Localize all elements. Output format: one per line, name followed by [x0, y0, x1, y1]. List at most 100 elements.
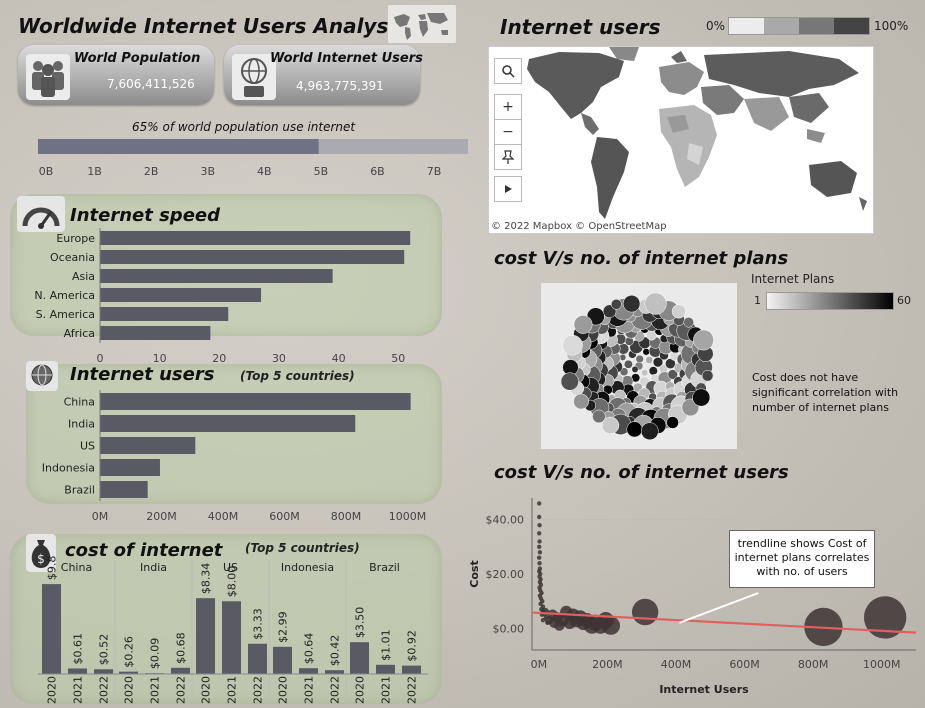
scatter-point [537, 560, 542, 566]
plans-legend-min: 1 [754, 294, 761, 307]
users-subtitle: (Top 5 countries) [240, 369, 355, 383]
map-legend-min: 0% [706, 19, 726, 33]
bar [100, 288, 262, 302]
bar [42, 584, 61, 674]
plan-bubble [671, 304, 686, 319]
plan-bubble [665, 358, 676, 369]
year-label: 2021 [72, 676, 85, 704]
x-tick: 600M [729, 658, 760, 671]
plan-bubble [573, 315, 593, 334]
internet-users-label: World Internet Users [270, 51, 423, 66]
data-label: $3.33 [252, 608, 265, 640]
category-label: India [68, 418, 95, 431]
bar [100, 481, 148, 498]
bar [94, 669, 113, 674]
year-label: 2021 [303, 676, 316, 704]
scatter-point [537, 550, 543, 555]
bar [350, 642, 369, 674]
x-tick: 600M [269, 510, 300, 523]
x-tick: 200M [146, 510, 177, 523]
users-scatter-chart: $0.00 $20.00 $40.00 0M 200M 400M 600M 800M 1000M… [468, 498, 917, 696]
plans-bubble-chart [541, 283, 737, 449]
x-tick: 40 [332, 352, 346, 365]
plan-bubble [642, 348, 650, 356]
cost-title: cost of internet [65, 540, 223, 561]
scatter-point [540, 617, 546, 623]
bar [68, 668, 87, 674]
bar [248, 643, 267, 674]
map-pin-button[interactable] [494, 144, 522, 170]
year-label: 2022 [406, 676, 419, 704]
year-label: 2021 [380, 676, 393, 704]
data-label: $0.52 [98, 634, 111, 666]
category-label: US [80, 440, 95, 453]
data-label: $1.01 [380, 629, 393, 661]
year-label: 2020 [277, 676, 290, 704]
x-tick: 800M [798, 658, 829, 671]
globe-icon [26, 361, 58, 391]
bar [325, 670, 344, 674]
internet-users-value: 4,963,775,391 [296, 79, 384, 93]
bar [196, 598, 215, 674]
data-label: $0.68 [175, 632, 188, 664]
users-panel [26, 364, 442, 504]
bar [100, 459, 160, 476]
world-map[interactable]: © 2022 Mapbox © OpenStreetMap [488, 46, 874, 234]
category-label: Africa [64, 327, 95, 340]
bar [376, 664, 395, 674]
users-chart: China India US Indonesia Brazil 0M 200M 400M 600… [42, 390, 426, 523]
speed-title: Internet speed [70, 205, 220, 226]
plan-bubble [635, 354, 644, 364]
trend-note: trendline shows Cost of internet plans c… [729, 530, 875, 588]
plans-legend-max: 60 [897, 294, 911, 307]
data-label: $0.64 [303, 633, 316, 665]
plan-bubble [701, 369, 714, 382]
plan-bubble [640, 422, 659, 441]
plan-bubble [562, 334, 583, 356]
category-label: N. America [34, 289, 95, 302]
map-zoom-in-button[interactable]: + [494, 94, 522, 119]
trendline [531, 611, 917, 634]
plan-bubble [645, 356, 654, 364]
bar [100, 437, 196, 454]
bar [100, 269, 333, 283]
y-tick: $0.00 [493, 622, 525, 635]
plans-note: Cost does not have significant correlati… [752, 371, 899, 414]
scatter-point [537, 544, 542, 550]
progress-tick: 0B [39, 165, 54, 178]
progress-tick: 4B [257, 165, 272, 178]
progress-caption: 65% of world population use internet [132, 120, 356, 134]
x-tick: 800M [331, 510, 362, 523]
data-label: $2.99 [277, 611, 290, 643]
group-label: India [140, 561, 167, 574]
plan-bubble [619, 353, 627, 361]
people-icon [26, 54, 70, 100]
bar [100, 415, 356, 432]
scatter-point [537, 555, 542, 560]
cost-subtitle: (Top 5 countries) [245, 541, 360, 555]
data-label: $0.26 [123, 636, 136, 668]
year-label: 2022 [98, 676, 111, 704]
x-tick: 1000M [863, 658, 901, 671]
progress-tick: 1B [87, 165, 102, 178]
x-tick: 0M [531, 658, 548, 671]
plan-bubble [623, 359, 633, 369]
plan-bubble [601, 416, 620, 435]
data-label: $3.50 [354, 607, 367, 639]
map-zoom-out-button[interactable]: − [494, 119, 522, 145]
plan-bubble [683, 317, 694, 328]
progress-tick: 7B [427, 165, 442, 178]
bar [273, 646, 292, 674]
scatter-point [631, 598, 659, 626]
y-tick: $40.00 [486, 514, 525, 527]
plan-bubble [693, 329, 714, 351]
data-label: $8.34 [200, 563, 213, 595]
plan-bubble [573, 393, 589, 410]
category-label: Europe [56, 232, 95, 245]
plans-title: cost V/s no. of internet plans [494, 248, 789, 269]
year-label: 2021 [149, 676, 162, 704]
map-play-button[interactable] [494, 176, 522, 202]
map-search-button[interactable] [494, 58, 522, 84]
scatter-point [537, 522, 542, 528]
year-label: 2022 [329, 676, 342, 704]
